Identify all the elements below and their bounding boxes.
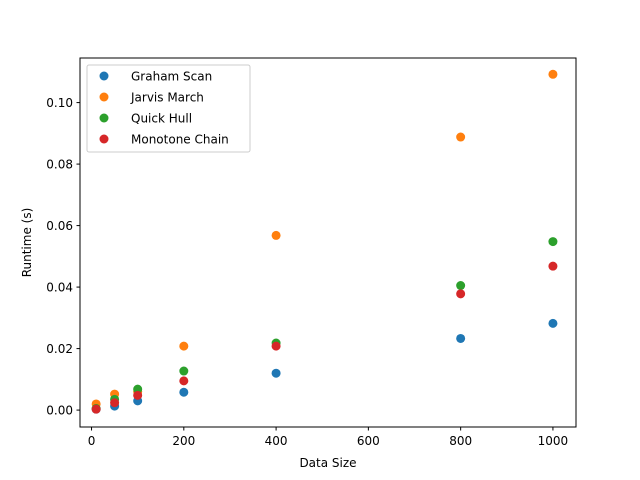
data-point: [548, 318, 558, 328]
legend-frame: [86, 64, 251, 153]
data-point: [179, 366, 189, 376]
plot-marks: [91, 69, 558, 414]
y-axis-ticks: 0.00 0.02 0.04 0.06 0.08 0.10: [46, 96, 80, 418]
series-monotone-chain: [91, 261, 558, 414]
data-point: [456, 333, 466, 343]
data-point: [548, 69, 558, 79]
x-axis-label: Data Size: [299, 456, 356, 470]
x-tick-label: 1000: [538, 434, 569, 448]
data-point: [179, 341, 189, 351]
data-point: [271, 368, 281, 378]
data-point: [548, 261, 558, 271]
data-point: [91, 404, 101, 414]
x-axis-ticks: 0 200 400 600 800 1000: [88, 427, 568, 448]
x-tick-label: 200: [172, 434, 195, 448]
data-point: [110, 398, 120, 408]
y-tick-label: 0.02: [46, 342, 73, 356]
y-axis-label: Runtime (s): [20, 208, 34, 278]
data-point: [271, 230, 281, 240]
y-tick-label: 0.00: [46, 404, 73, 418]
y-tick-label: 0.10: [46, 96, 73, 110]
legend-item: Jarvis March: [99, 91, 204, 105]
legend-items: Graham Scan Jarvis March Quick Hull Monoton…: [99, 70, 229, 147]
x-tick-label: 800: [449, 434, 472, 448]
legend-marker: [99, 71, 109, 81]
x-tick-label: 600: [357, 434, 380, 448]
legend-label: Monotone Chain: [131, 133, 229, 147]
plot-frame: [79, 57, 577, 428]
data-point: [456, 132, 466, 142]
data-point: [548, 237, 558, 247]
legend-item: Graham Scan: [99, 70, 212, 84]
data-point: [179, 376, 189, 386]
axes: 0 200 400 600 800 1000 0.000.020.040.060.080.…: [20, 57, 577, 470]
x-tick-label: 0: [88, 434, 96, 448]
legend-marker: [99, 134, 109, 144]
data-point: [179, 387, 189, 397]
y-tick-label: 0.06: [46, 219, 73, 233]
legend: Graham Scan Jarvis March Quick Hull Monoton…: [86, 64, 251, 153]
data-point: [133, 384, 143, 394]
legend-item: Monotone Chain: [99, 133, 229, 147]
x-tick-label: 400: [265, 434, 288, 448]
data-point: [456, 289, 466, 299]
legend-label: Jarvis March: [130, 91, 204, 105]
legend-item: Quick Hull: [99, 112, 192, 126]
y-tick-label: 0.08: [46, 158, 73, 172]
data-point: [271, 341, 281, 351]
data-point: [456, 281, 466, 291]
legend-label: Quick Hull: [131, 112, 192, 126]
legend-marker: [99, 113, 109, 123]
legend-marker: [99, 92, 109, 102]
data-point: [133, 390, 143, 400]
legend-label: Graham Scan: [131, 70, 212, 84]
y-tick-label: 0.04: [46, 281, 73, 295]
